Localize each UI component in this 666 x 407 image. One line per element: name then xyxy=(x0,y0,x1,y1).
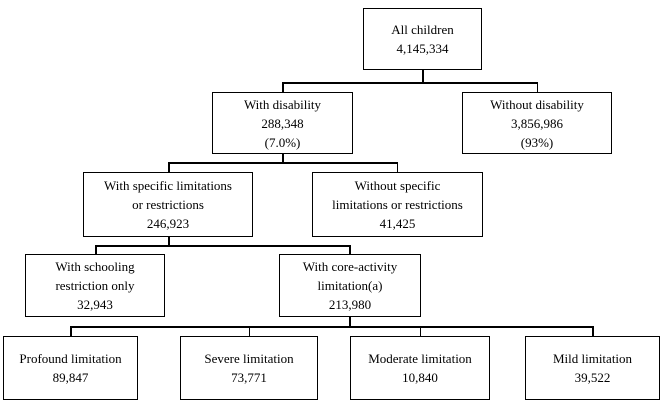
connector-line xyxy=(168,162,170,172)
node-mild-limitation: Mild limitation 39,522 xyxy=(525,336,660,400)
node-with-disability: With disability 288,348 (7.0%) xyxy=(212,92,353,154)
node-value: 41,425 xyxy=(379,216,416,231)
node-without-disability: Without disability 3,856,986 (93%) xyxy=(462,92,612,154)
node-label-2: restriction only xyxy=(55,278,135,293)
node-with-core-activity-limitation: With core-activity limitation(a) 213,980 xyxy=(279,254,421,317)
node-label: With specific limitations xyxy=(103,178,232,193)
node-value: 246,923 xyxy=(146,216,190,231)
node-with-schooling-restriction: With schooling restriction only 32,943 xyxy=(25,254,165,317)
node-profound-limitation: Profound limitation 89,847 xyxy=(3,336,138,400)
connector-line xyxy=(592,326,594,336)
connector-line xyxy=(422,70,424,83)
node-label: All children xyxy=(391,22,454,37)
connector-line xyxy=(282,82,538,84)
node-label: Without specific xyxy=(354,178,441,193)
connector-line xyxy=(396,162,398,172)
node-label: Profound limitation xyxy=(19,351,122,366)
node-label: Without disability xyxy=(490,96,584,112)
node-with-specific-limitations: With specific limitations or restriction… xyxy=(83,172,253,237)
connector-line xyxy=(95,245,351,247)
node-value: 32,943 xyxy=(77,297,113,312)
node-severe-limitation: Severe limitation 73,771 xyxy=(180,336,318,400)
node-value: 10,840 xyxy=(402,370,438,385)
node-label: Moderate limitation xyxy=(368,351,472,366)
node-label-2: limitation(a) xyxy=(317,278,383,293)
node-label: With disability xyxy=(243,96,322,112)
connector-line xyxy=(419,326,421,336)
node-label: With core-activity xyxy=(302,259,398,274)
node-label-2: or restrictions xyxy=(132,197,204,212)
connector-line xyxy=(248,326,250,336)
node-value: 213,980 xyxy=(328,297,372,312)
connector-line xyxy=(95,245,97,254)
node-percent: (7.0%) xyxy=(264,134,301,150)
node-without-specific-limitations: Without specific limitations or restrict… xyxy=(312,172,483,237)
node-value: 39,522 xyxy=(574,370,611,385)
node-label: With schooling xyxy=(55,259,135,274)
node-value: 89,847 xyxy=(52,370,89,385)
node-value: 288,348 xyxy=(261,115,304,131)
connector-line xyxy=(282,154,284,164)
connector-line xyxy=(536,82,538,92)
node-label: Mild limitation xyxy=(552,351,633,366)
connector-line xyxy=(282,82,284,92)
connector-line xyxy=(349,317,351,328)
connector-line xyxy=(168,162,398,164)
connector-line xyxy=(70,326,72,336)
node-value: 3,856,986 xyxy=(511,115,563,131)
node-value: 73,771 xyxy=(231,370,267,385)
node-value: 4,145,334 xyxy=(396,41,449,56)
node-moderate-limitation: Moderate limitation 10,840 xyxy=(350,336,490,400)
node-percent: (93%) xyxy=(520,134,554,150)
node-all-children: All children 4,145,334 xyxy=(363,8,482,70)
node-label: Severe limitation xyxy=(204,351,294,366)
connector-line xyxy=(168,237,170,247)
connector-line xyxy=(70,326,594,328)
node-label-2: limitations or restrictions xyxy=(332,197,463,212)
connector-line xyxy=(349,245,351,254)
